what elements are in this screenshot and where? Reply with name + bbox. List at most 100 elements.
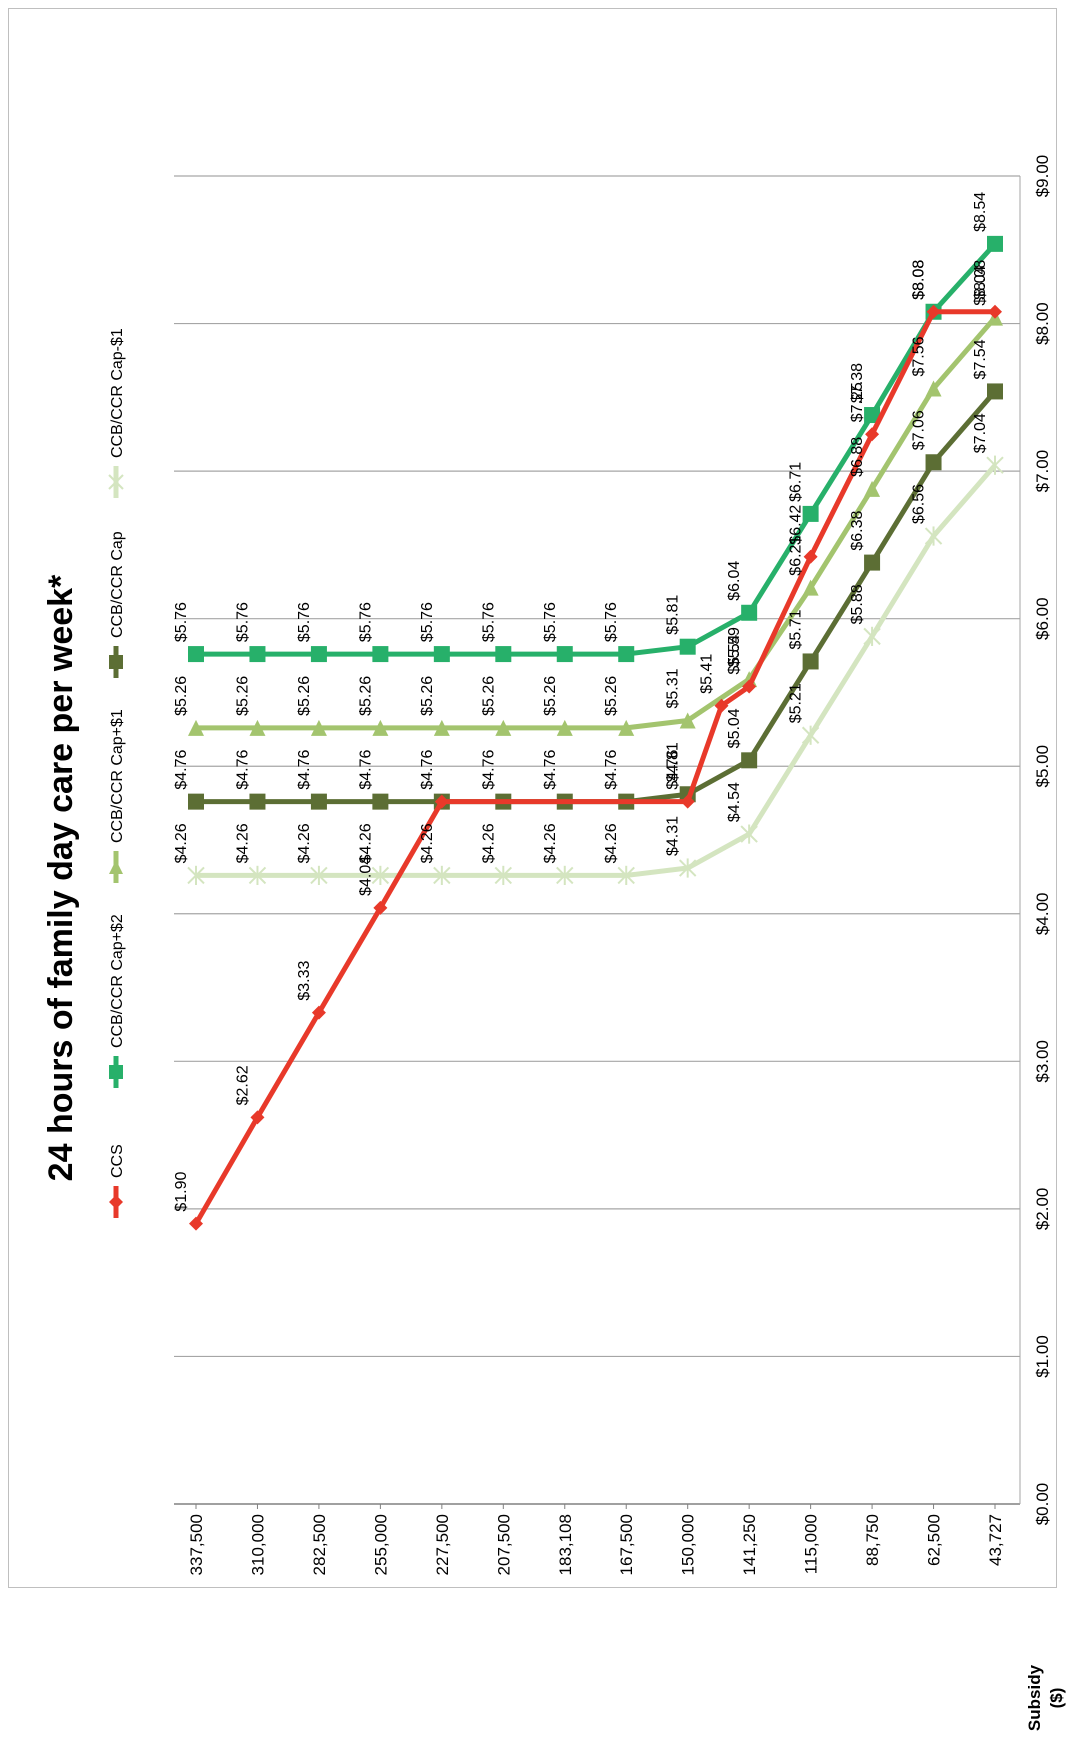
data-point xyxy=(556,719,573,736)
data-label: $5.81 xyxy=(665,595,682,635)
data-label: $5.76 xyxy=(480,602,497,642)
data-point xyxy=(494,865,513,886)
data-point xyxy=(925,380,942,397)
legend-label: CCS xyxy=(109,1144,126,1178)
data-point xyxy=(714,698,729,713)
data-label: $4.26 xyxy=(173,823,190,863)
data-label: $4.31 xyxy=(665,816,682,856)
data-label: $6.21 xyxy=(788,536,805,576)
legend-marker xyxy=(109,1195,123,1209)
data-label: $4.76 xyxy=(357,749,374,789)
category-tick-label: 167,500 xyxy=(617,1514,636,1575)
value-tick-label: $7.00 xyxy=(1033,450,1052,493)
value-tick-label: $4.00 xyxy=(1033,893,1052,936)
legend-label: CCB/CCR Cap-$1 xyxy=(109,328,126,458)
data-label: $4.76 xyxy=(234,749,251,789)
data-point xyxy=(741,604,758,621)
data-label: $4.04 xyxy=(357,856,374,896)
data-point xyxy=(433,719,450,736)
data-point xyxy=(311,1005,326,1020)
data-point xyxy=(741,752,758,769)
legend-label: CCB/CCR Cap+$1 xyxy=(109,709,126,843)
legend: CCS CCB/CCR Cap+$2 CCB/CCR Cap+$1 CCB/CCR C… xyxy=(108,328,126,1218)
data-point xyxy=(433,646,450,663)
value-tick-label: $5.00 xyxy=(1033,745,1052,788)
gridlines xyxy=(174,175,1020,1358)
data-label: $6.88 xyxy=(849,437,866,477)
data-point xyxy=(680,794,695,809)
data-point xyxy=(310,793,327,810)
data-label: $8.08 xyxy=(911,260,928,300)
data-point xyxy=(924,526,943,546)
data-point xyxy=(187,865,205,886)
data-point xyxy=(249,646,266,663)
y-axis-label: Subsidy ($) xyxy=(1025,1664,1066,1731)
data-label: $4.26 xyxy=(603,823,620,863)
legend-label: CCB/CCR Cap xyxy=(109,531,126,638)
data-label: $4.76 xyxy=(173,749,190,789)
data-label: $4.76 xyxy=(419,749,436,789)
data-point xyxy=(248,865,267,886)
data-point xyxy=(742,679,757,694)
value-tick-label: $6.00 xyxy=(1033,597,1052,640)
series-line-ccs xyxy=(193,309,995,1225)
data-label: $3.33 xyxy=(296,960,313,1000)
data-point xyxy=(925,454,942,471)
category-tick-label: 227,500 xyxy=(433,1514,452,1575)
chart-title: 24 hours of family day care per week* xyxy=(42,574,80,1181)
data-point xyxy=(188,646,204,663)
legend-marker xyxy=(109,1065,123,1079)
data-label: $5.59 xyxy=(726,627,743,667)
legend-item-ccs: CCS xyxy=(109,1144,126,1218)
category-tick-label: 62,500 xyxy=(925,1514,944,1566)
data-point xyxy=(987,235,1003,252)
category-tick-label: 115,000 xyxy=(802,1514,821,1574)
data-point xyxy=(986,455,1004,475)
data-label: $5.21 xyxy=(788,683,805,723)
category-tick-label: 183,108 xyxy=(556,1514,575,1575)
chart-frame xyxy=(8,8,1057,1588)
data-point xyxy=(618,719,635,736)
data-label: $5.04 xyxy=(726,708,743,748)
category-tick-label: 88,750 xyxy=(863,1514,882,1566)
series-layer xyxy=(187,235,1004,1231)
data-point xyxy=(310,719,327,736)
data-point xyxy=(865,427,880,442)
data-point xyxy=(250,1110,265,1125)
data-label: $4.26 xyxy=(542,823,559,863)
data-label: $4.26 xyxy=(234,823,251,863)
data-label: $8.04 xyxy=(972,266,989,306)
data-point xyxy=(864,480,881,497)
data-label: $4.76 xyxy=(296,749,313,789)
data-point xyxy=(864,407,881,424)
data-label: $8.08 xyxy=(972,260,989,300)
data-point xyxy=(988,304,1002,319)
data-point xyxy=(310,646,327,663)
data-label: $4.76 xyxy=(665,749,682,789)
category-tick-label: 337,500 xyxy=(187,1514,206,1575)
data-point xyxy=(679,712,696,729)
data-label: $5.54 xyxy=(726,634,743,674)
data-label: $5.71 xyxy=(788,609,805,649)
data-label: $5.26 xyxy=(480,676,497,716)
data-point xyxy=(372,646,389,663)
data-label: $5.26 xyxy=(419,676,436,716)
data-point xyxy=(188,719,204,736)
data-point xyxy=(188,793,204,810)
data-label: $4.81 xyxy=(665,742,682,782)
data-point xyxy=(249,719,266,736)
series-line-ccb-ccr-cap-1 xyxy=(196,463,997,878)
data-point xyxy=(801,725,820,745)
data-point xyxy=(249,793,266,810)
category-tick-label: 150,000 xyxy=(679,1514,698,1575)
data-label: $8.08 xyxy=(911,260,928,300)
data-label: $5.76 xyxy=(603,602,620,642)
legend-label: CCB/CCR Cap+$2 xyxy=(109,914,126,1048)
data-point xyxy=(495,719,512,736)
data-label: $5.76 xyxy=(234,602,251,642)
series-ccb-ccr-cap-1 xyxy=(187,455,1004,886)
data-point xyxy=(372,793,389,810)
data-label: $5.88 xyxy=(849,584,866,624)
data-label: $5.31 xyxy=(665,668,682,708)
